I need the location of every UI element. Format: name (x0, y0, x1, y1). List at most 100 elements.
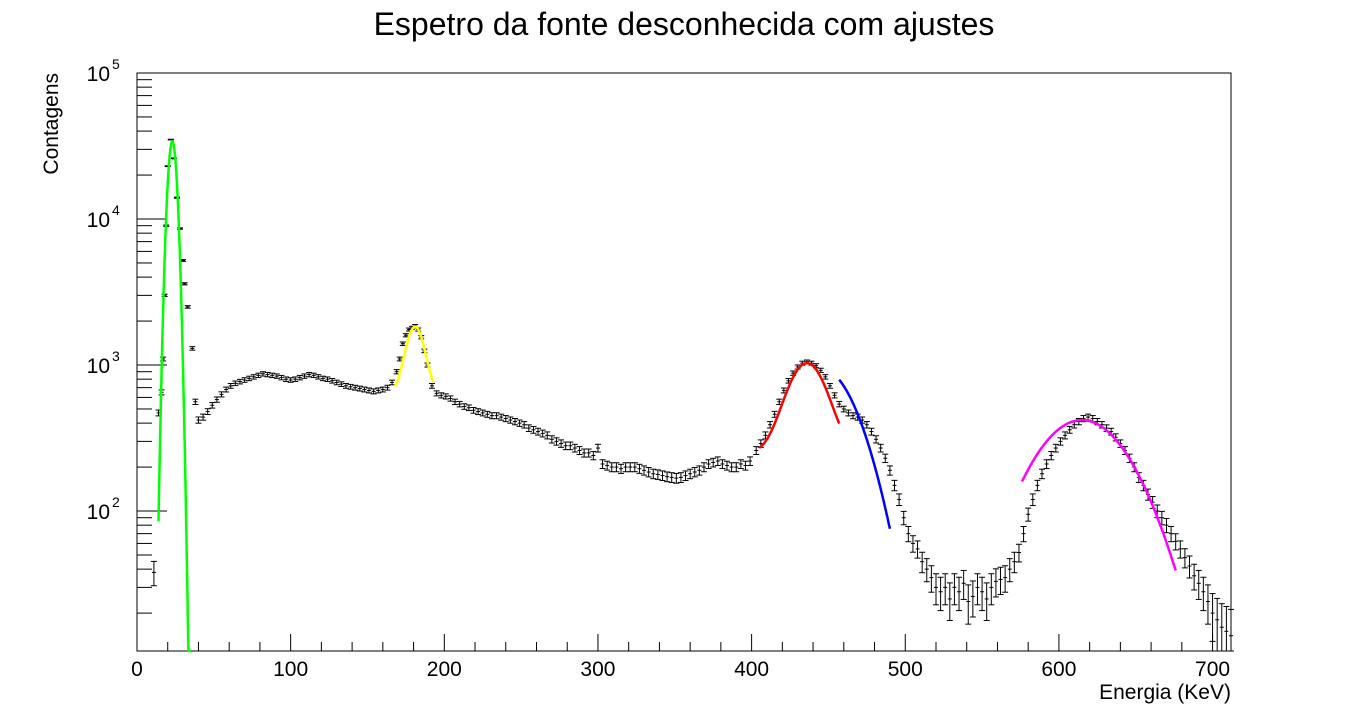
y-tick-label: 10 (87, 209, 110, 232)
data-point (498, 413, 505, 421)
data-point (696, 465, 703, 476)
data-point (928, 565, 935, 593)
data-point (1062, 431, 1069, 440)
data-point (484, 410, 491, 418)
data-point (742, 460, 749, 471)
data-point (539, 429, 546, 438)
data-point (442, 393, 449, 400)
data-point (366, 387, 373, 394)
data-point (900, 510, 907, 526)
x-tick-label: 400 (734, 658, 769, 681)
fit-curve (758, 361, 841, 449)
data-point (384, 384, 391, 391)
data-point (347, 383, 354, 390)
y-axis-label: Contagens (40, 73, 63, 175)
data-point (269, 372, 276, 379)
data-point (342, 383, 349, 389)
fit-curve (394, 325, 435, 387)
data-point (1025, 507, 1032, 522)
data-point (1195, 569, 1202, 600)
data-point (493, 412, 500, 420)
data-point (873, 435, 880, 444)
data-point (465, 404, 472, 412)
data-point (525, 424, 532, 432)
data-point (356, 385, 363, 392)
data-point (333, 379, 340, 386)
data-point (845, 409, 852, 417)
data-point (167, 138, 174, 141)
data-point (631, 462, 638, 473)
data-point (886, 465, 893, 476)
data-point (677, 472, 684, 483)
data-point (301, 373, 308, 379)
data-point (475, 408, 482, 416)
data-point (618, 463, 625, 474)
data-point (691, 467, 698, 478)
x-axis-label: Energia (KeV) (1099, 681, 1231, 704)
data-point (429, 383, 436, 389)
data-point (767, 421, 774, 429)
data-point (399, 341, 406, 346)
data-point (507, 416, 514, 424)
data-point (479, 409, 486, 417)
data-point (909, 535, 916, 553)
data-point (447, 395, 454, 402)
data-point (1066, 426, 1073, 434)
data-point (273, 373, 280, 379)
data-point (181, 282, 188, 286)
data-point (1209, 593, 1216, 642)
data-point (668, 472, 675, 483)
data-point (516, 419, 523, 427)
data-point (650, 468, 657, 480)
data-point (594, 443, 601, 453)
fit-curves (157, 139, 1177, 653)
data-point (891, 479, 898, 492)
data-point (983, 582, 990, 621)
data-point (822, 374, 829, 380)
data-point (882, 453, 889, 464)
data-point (923, 558, 930, 583)
data-point (1006, 558, 1013, 583)
data-point (433, 390, 440, 397)
data-point (324, 376, 331, 382)
data-point (250, 374, 257, 380)
data-point (306, 371, 313, 378)
data-point (393, 369, 400, 375)
data-point (1204, 584, 1211, 625)
data-point (375, 387, 382, 394)
data-point (719, 459, 726, 470)
data-point (204, 408, 211, 416)
data-point (1163, 517, 1170, 534)
x-tick-label: 0 (131, 658, 143, 681)
data-point (1177, 540, 1184, 559)
data-point (521, 421, 528, 429)
data-point (292, 376, 299, 382)
data-point (714, 456, 721, 466)
data-point (259, 371, 266, 377)
data-point (710, 457, 717, 468)
data-point (567, 441, 574, 451)
data-point (604, 460, 611, 471)
data-point (502, 415, 509, 423)
data-point (636, 463, 643, 474)
data-point (733, 462, 740, 473)
data-point (511, 418, 518, 426)
plot-frame (136, 72, 1232, 652)
data-point (1186, 555, 1193, 579)
data-point (470, 406, 477, 414)
data-point (287, 377, 294, 383)
data-point (296, 374, 303, 381)
data-point (932, 573, 939, 606)
data-point (780, 387, 787, 394)
data-point (700, 462, 707, 473)
data-point (1057, 437, 1064, 446)
data-point (599, 459, 606, 470)
x-tick-label: 700 (1195, 658, 1230, 681)
data-point (315, 374, 322, 380)
y-tick-exponent: 5 (112, 56, 120, 72)
data-point (192, 398, 199, 406)
fit-curve (1020, 418, 1177, 571)
